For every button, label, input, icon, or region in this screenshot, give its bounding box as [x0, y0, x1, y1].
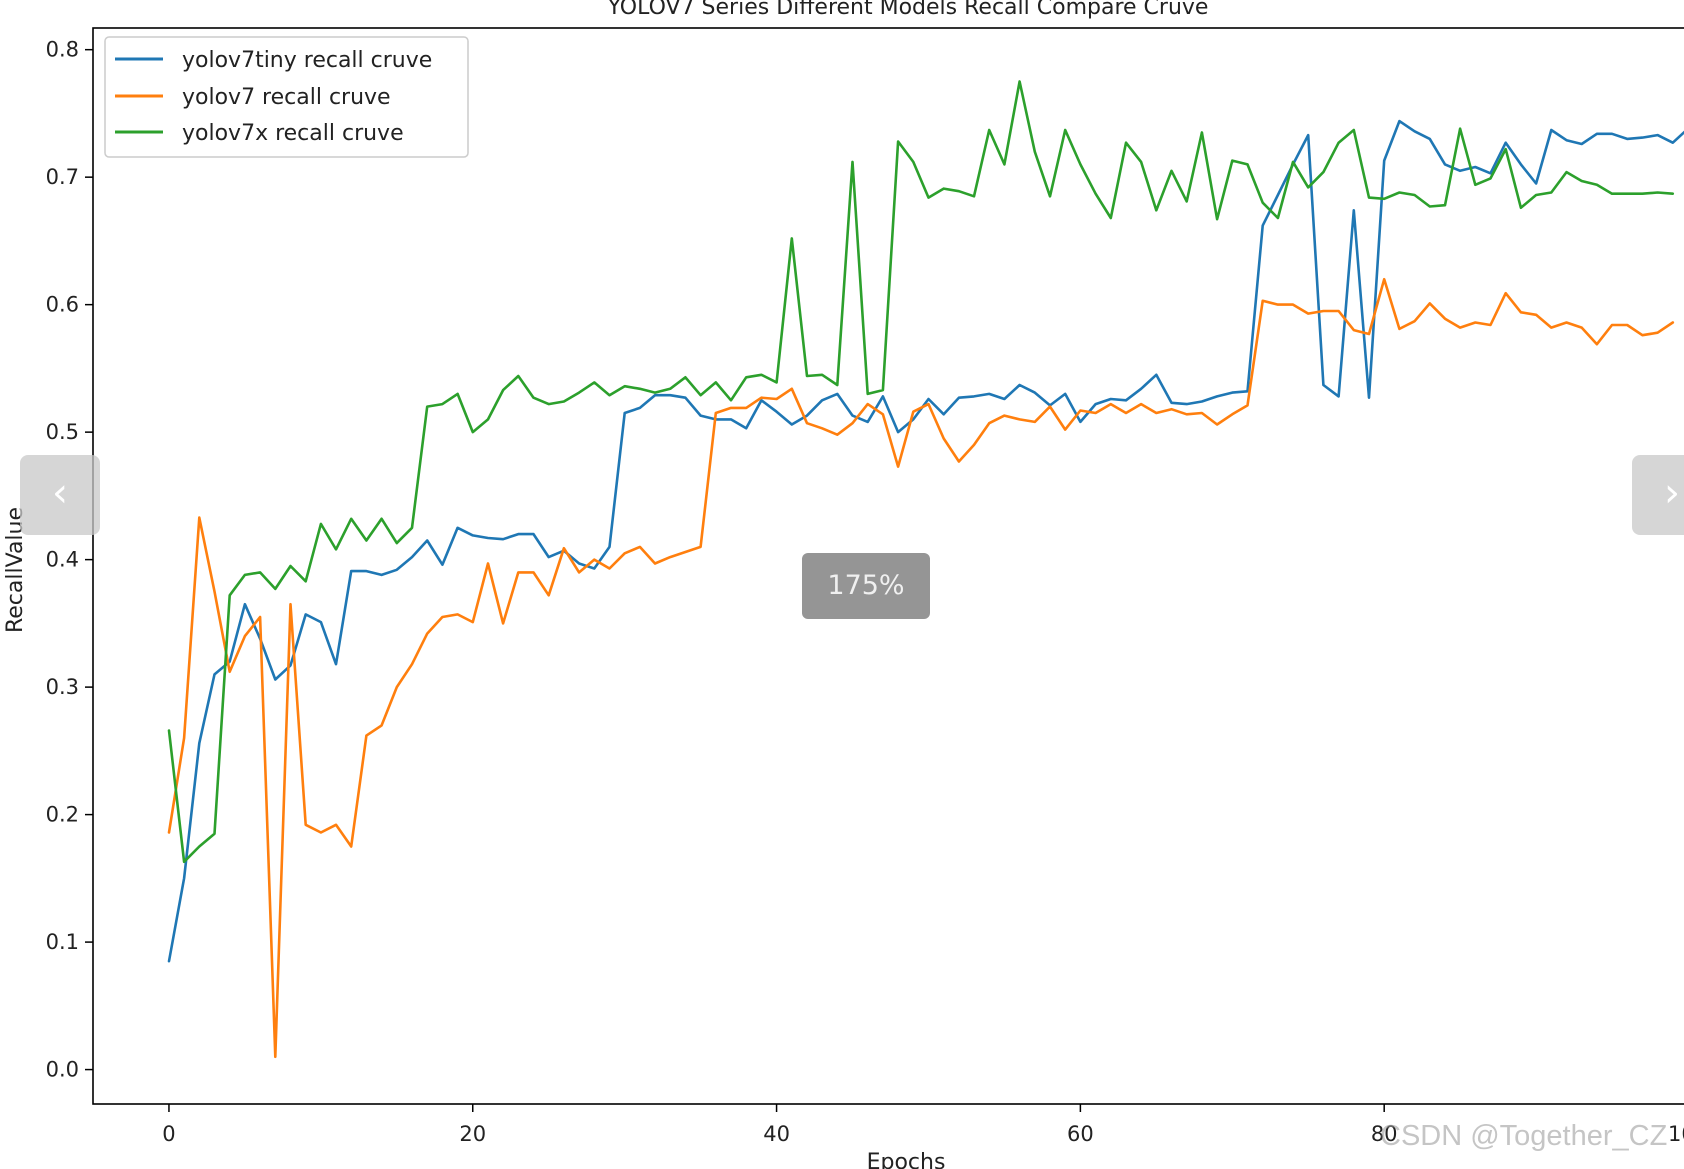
next-image-button[interactable]: ›: [1632, 455, 1684, 535]
series-line-1: [167, 277, 1675, 1059]
x-tick-label: 40: [763, 1122, 790, 1146]
chevron-left-icon: ‹: [52, 470, 68, 516]
y-tick-label: 0.7: [46, 165, 79, 189]
watermark-text: CSDN @Together_CZ: [1380, 1120, 1668, 1152]
legend-box: [104, 36, 469, 158]
y-axis-ticks: 0.0 0.1 0.2 0.3 0.4 0.5 0.6 0.7 0.8: [46, 38, 93, 1082]
y-tick-label: 0.0: [46, 1058, 79, 1082]
legend-label-v7x: yolov7x recall cruve: [182, 121, 404, 146]
x-tick-label: 60: [1067, 1122, 1094, 1146]
y-tick-label: 0.4: [46, 548, 79, 572]
plot-frame: [92, 27, 1684, 1105]
x-tick-label: 20: [459, 1122, 486, 1146]
x-axis-ticks: 0 20 40 60 80 100: [162, 1104, 1684, 1146]
zoom-level-badge: 175%: [802, 553, 930, 619]
legend-label-v7: yolov7 recall cruve: [182, 85, 391, 110]
series-line-0: [167, 119, 1684, 963]
y-tick-label: 0.5: [46, 420, 79, 444]
legend-label-tiny: yolov7tiny recall cruve: [182, 48, 432, 73]
y-tick-label: 0.3: [46, 675, 79, 699]
y-tick-label: 0.1: [46, 930, 79, 954]
series-line-2: [167, 80, 1675, 864]
chart-title: YOLOV7 Series Different Models Recall Co…: [607, 0, 1209, 20]
y-tick-label: 0.6: [46, 293, 79, 317]
x-axis-label: Epochs: [867, 1150, 946, 1169]
x-tick-label: 0: [162, 1122, 175, 1146]
x-tick-label: 80: [1371, 1122, 1398, 1146]
chevron-right-icon: ›: [1664, 470, 1680, 516]
x-tick-label: 100: [1668, 1122, 1684, 1146]
series-lines: [167, 80, 1684, 1059]
y-tick-label: 0.2: [46, 803, 79, 827]
chart-legend: yolov7tiny recall cruve yolov7 recall cr…: [104, 36, 469, 158]
y-tick-label: 0.8: [46, 38, 79, 62]
previous-image-button[interactable]: ‹: [20, 455, 100, 535]
